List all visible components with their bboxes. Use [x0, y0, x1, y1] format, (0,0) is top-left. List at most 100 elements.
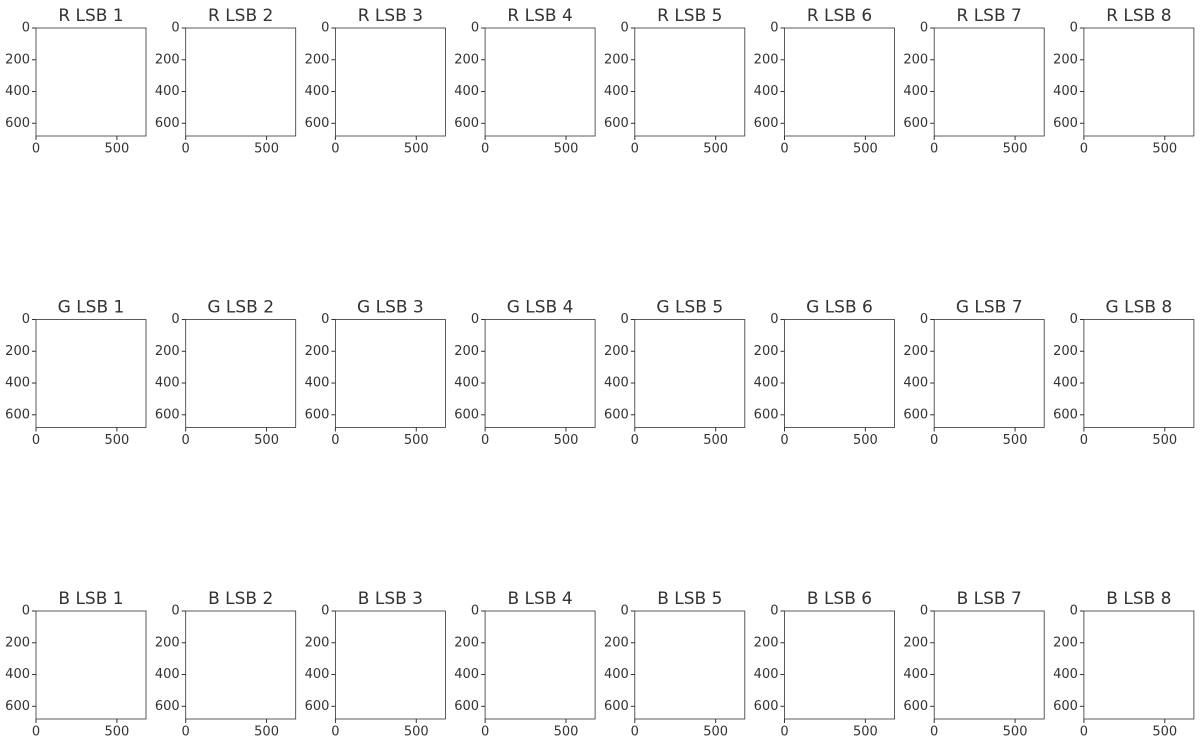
panel-title: B LSB 5	[657, 589, 722, 609]
panel-title: G LSB 5	[656, 298, 723, 318]
panel-title: R LSB 6	[807, 6, 872, 26]
axes-frame	[634, 319, 746, 428]
bit-plane-image	[784, 611, 895, 719]
y-tick-label: 200	[305, 635, 330, 650]
y-tick-label: 400	[454, 667, 479, 682]
panel-title: R LSB 1	[58, 6, 123, 26]
x-tick-label: 0	[32, 433, 40, 448]
y-tick-label: 600	[305, 116, 330, 131]
panel-title: R LSB 2	[208, 6, 273, 26]
y-tick-label: 0	[920, 604, 928, 619]
y-tick-label: 0	[621, 312, 629, 327]
y-tick-label: 400	[5, 376, 30, 391]
y-tick-label: 200	[454, 52, 479, 67]
y-tick-label: 400	[305, 667, 330, 682]
bit-plane-image	[485, 319, 596, 428]
axes-frame	[334, 319, 446, 428]
bit-plane-image	[634, 319, 745, 428]
y-tick-label: 600	[155, 407, 180, 422]
y-tick-label: 400	[454, 376, 479, 391]
y-tick-label: 200	[155, 635, 180, 650]
y-tick-label: 600	[305, 407, 330, 422]
y-tick-label: 200	[604, 344, 629, 359]
y-tick-label: 600	[155, 116, 180, 131]
axes-frame	[185, 319, 297, 428]
axes-frame	[634, 27, 746, 137]
y-tick-label: 0	[621, 604, 629, 619]
y-tick-label: 0	[321, 312, 329, 327]
y-tick-label: 200	[454, 344, 479, 359]
y-tick-label: 200	[5, 52, 30, 67]
y-tick-label: 200	[754, 344, 779, 359]
y-tick-label: 600	[754, 699, 779, 714]
y-tick-label: 0	[471, 312, 479, 327]
x-tick-label: 0	[481, 433, 489, 448]
axes-frame	[784, 27, 895, 137]
y-tick-label: 600	[5, 699, 30, 714]
x-tick-label: 0	[1080, 142, 1088, 157]
panel-title: B LSB 2	[208, 589, 273, 609]
y-tick-label: 400	[754, 84, 779, 99]
axes-frame	[334, 27, 446, 137]
bit-plane-image	[335, 319, 446, 428]
x-tick-label: 0	[481, 725, 489, 740]
axes-frame	[933, 610, 1045, 720]
bit-plane-image	[784, 28, 895, 136]
axes-frame	[933, 27, 1045, 137]
y-tick-label: 600	[903, 407, 928, 422]
y-tick-label: 200	[454, 635, 479, 650]
y-tick-label: 200	[604, 635, 629, 650]
x-tick-label: 0	[1080, 725, 1088, 740]
panel-title: R LSB 4	[507, 6, 572, 26]
x-tick-label: 500	[554, 433, 579, 448]
y-tick-label: 200	[754, 52, 779, 67]
y-tick-label: 0	[171, 312, 179, 327]
x-tick-label: 500	[703, 725, 728, 740]
x-tick-label: 500	[853, 433, 878, 448]
bit-plane-image	[185, 28, 296, 136]
panel-title: R LSB 8	[1106, 6, 1171, 26]
axes-frame	[634, 610, 746, 720]
y-tick-label: 200	[754, 635, 779, 650]
y-tick-label: 0	[171, 21, 179, 36]
axes-frame	[484, 27, 596, 137]
y-tick-label: 200	[1053, 344, 1078, 359]
x-tick-label: 500	[853, 142, 878, 157]
y-tick-label: 600	[155, 699, 180, 714]
x-tick-label: 500	[254, 725, 279, 740]
bit-plane-image	[36, 611, 146, 719]
y-tick-label: 400	[604, 376, 629, 391]
y-tick-label: 0	[321, 21, 329, 36]
y-tick-label: 400	[305, 84, 330, 99]
y-tick-label: 600	[454, 699, 479, 714]
axes-frame	[484, 319, 596, 428]
axes-frame	[35, 610, 147, 720]
x-tick-label: 500	[1003, 142, 1028, 157]
x-tick-label: 500	[1152, 142, 1177, 157]
x-tick-label: 500	[254, 433, 279, 448]
y-tick-label: 400	[305, 376, 330, 391]
bit-plane-image	[335, 28, 446, 136]
x-tick-label: 500	[254, 142, 279, 157]
x-tick-label: 500	[104, 433, 129, 448]
panel-title: B LSB 7	[957, 589, 1022, 609]
axes-frame	[1083, 27, 1195, 137]
x-tick-label: 0	[780, 142, 788, 157]
y-tick-label: 0	[1070, 604, 1078, 619]
y-tick-label: 200	[155, 344, 180, 359]
x-tick-label: 500	[104, 142, 129, 157]
x-tick-label: 500	[404, 725, 429, 740]
y-tick-label: 600	[604, 116, 629, 131]
panel-title: B LSB 8	[1106, 589, 1171, 609]
x-tick-label: 500	[554, 725, 579, 740]
y-tick-label: 0	[621, 21, 629, 36]
panel-title: G LSB 3	[357, 298, 424, 318]
bit-plane-image	[36, 319, 146, 428]
y-tick-label: 200	[305, 344, 330, 359]
panel-title: G LSB 2	[207, 298, 274, 318]
bit-plane-image	[485, 611, 596, 719]
y-tick-label: 400	[903, 84, 928, 99]
y-tick-label: 0	[770, 312, 778, 327]
x-tick-label: 0	[930, 433, 938, 448]
